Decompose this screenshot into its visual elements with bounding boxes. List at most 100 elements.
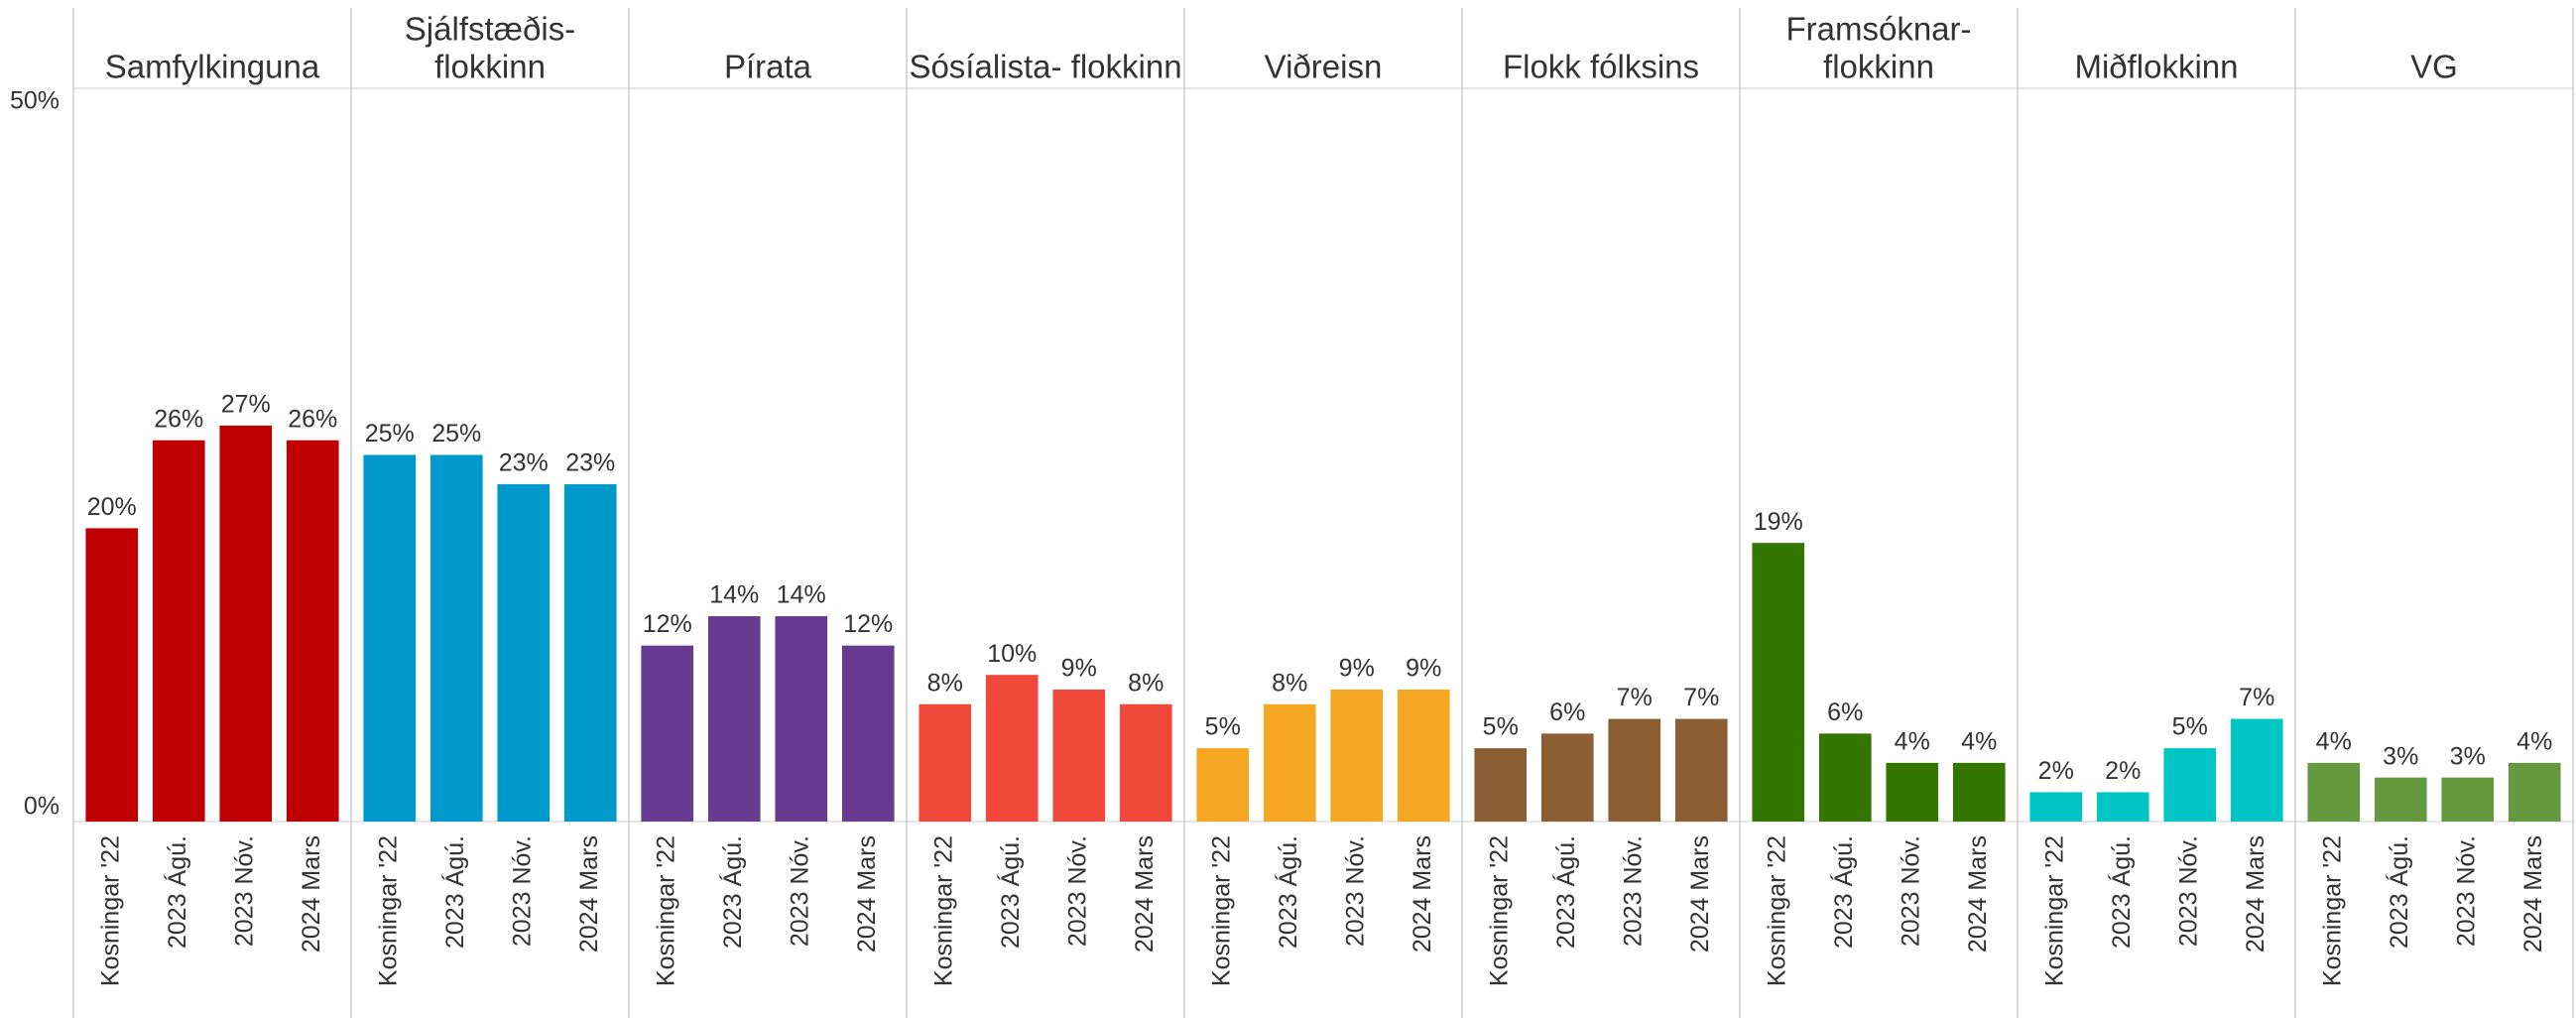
bar [1952,762,2006,822]
x-tick-label: Kosningar '22 [2318,835,2346,986]
value-label: 12% [643,610,692,638]
x-tick-label: Kosningar '22 [652,835,679,986]
x-tick-label: Kosningar '22 [1485,835,1513,986]
value-label: 6% [1827,699,1863,726]
panel-title: flokkinn [1823,49,1934,85]
value-label: 5% [1483,713,1519,741]
value-label: 27% [221,391,271,419]
bar [1540,733,1594,822]
bar [2374,777,2427,822]
x-tick-label: 2023 Nóv. [2174,835,2202,947]
x-tick-label: Kosningar '22 [96,835,124,986]
x-tick-label: 2023 Nóv. [508,835,536,947]
value-label: 2% [2105,757,2141,785]
panel-title: Viðreisn [1265,49,1383,85]
bar [1052,689,1106,822]
value-label: 5% [1205,713,1241,741]
bar [1397,689,1450,822]
value-label: 10% [987,640,1037,668]
x-tick-label: 2023 Ágú. [163,835,191,949]
bar [1330,689,1384,822]
x-tick-label: 2023 Ágú. [1551,835,1580,949]
bar [1196,748,1250,822]
value-label: 14% [777,581,826,609]
bar [707,616,761,822]
value-label: 9% [1406,655,1441,683]
bar [1674,718,1728,822]
value-label: 23% [565,449,615,477]
x-tick-label: 2024 Mars [2242,835,2269,953]
x-tick-label: Kosningar '22 [374,835,402,986]
value-label: 8% [927,669,963,697]
panel-title: Samfylkinguna [105,49,320,85]
panel-title: Sósíalista- flokkinn [909,49,1181,85]
panel-title: flokkinn [434,49,546,85]
value-label: 3% [2383,742,2418,770]
panel-title: Pírata [724,49,812,85]
x-tick-label: 2023 Nóv. [1063,835,1091,947]
bar [2441,777,2495,822]
bar [1752,543,1805,822]
x-tick-label: 2024 Mars [1131,835,1159,953]
x-tick-label: 2023 Nóv. [786,835,813,947]
x-tick-label: 2023 Ágú. [440,835,469,949]
x-tick-label: 2023 Ágú. [718,835,747,949]
x-tick-label: 2024 Mars [298,835,325,953]
bar [563,484,617,822]
value-label: 8% [1128,669,1164,697]
x-tick-label: 2023 Nóv. [1619,835,1647,947]
x-tick-label: 2023 Ágú. [2385,835,2413,949]
x-tick-label: 2023 Ágú. [1274,835,1302,949]
bar [1818,733,1872,822]
x-tick-label: 2024 Mars [1964,835,1992,953]
bar [985,675,1039,822]
value-label: 26% [288,405,337,433]
value-label: 3% [2450,742,2486,770]
value-label: 14% [709,581,759,609]
bar [219,425,273,822]
value-label: 25% [365,420,415,447]
value-label: 12% [843,610,893,638]
value-label: 19% [1754,508,1803,536]
bar [919,703,972,822]
x-tick-label: Kosningar '22 [929,835,957,986]
x-tick-label: 2024 Mars [853,835,881,953]
x-tick-label: 2023 Ágú. [2107,835,2136,949]
panel-title: Miðflokkinn [2074,49,2238,85]
value-label: 5% [2172,713,2208,741]
bar [152,440,205,822]
value-label: 4% [2516,727,2552,755]
bar [497,484,551,822]
value-label: 20% [87,493,137,521]
x-tick-label: 2023 Ágú. [996,835,1025,949]
bar [429,454,483,822]
x-tick-label: 2023 Nóv. [1897,835,1924,947]
x-tick-label: 2024 Mars [2519,835,2547,953]
x-tick-label: Kosningar '22 [1207,835,1235,986]
x-tick-label: 2023 Nóv. [1341,835,1369,947]
bar [85,528,139,822]
bar [775,616,828,822]
bar [2307,762,2361,822]
bar [286,440,339,822]
value-label: 7% [1617,684,1653,711]
x-tick-label: 2024 Mars [575,835,603,953]
panel-title: VG [2410,49,2458,85]
x-tick-label: 2023 Ágú. [1829,835,1858,949]
value-label: 9% [1061,655,1097,683]
x-tick-label: 2024 Mars [1409,835,1436,953]
bar [1474,748,1528,822]
y-tick-label: 0% [24,793,60,821]
value-label: 7% [1683,684,1719,711]
bar [1263,703,1316,822]
bar [2230,718,2283,822]
value-label: 2% [2038,757,2074,785]
value-label: 4% [1961,727,1997,755]
bar [641,645,694,822]
value-label: 7% [2239,684,2274,711]
x-tick-label: 2023 Nóv. [230,835,258,947]
bar [2163,748,2217,822]
bar [1608,718,1661,822]
x-tick-label: Kosningar '22 [1763,835,1790,986]
